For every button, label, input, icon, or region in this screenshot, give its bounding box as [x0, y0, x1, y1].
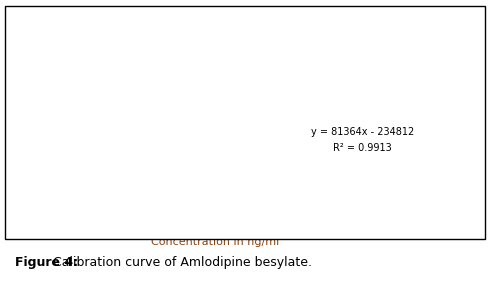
- Text: Calibration curve of Amlodipine besylate.: Calibration curve of Amlodipine besylate…: [53, 256, 312, 269]
- Text: y = 81364x - 234812
R² = 0.9913: y = 81364x - 234812 R² = 0.9913: [311, 127, 414, 153]
- Y-axis label: Area: Area: [48, 110, 58, 135]
- X-axis label: Concentration in ng/ml: Concentration in ng/ml: [151, 237, 280, 247]
- Text: Figure 4:: Figure 4:: [15, 256, 78, 269]
